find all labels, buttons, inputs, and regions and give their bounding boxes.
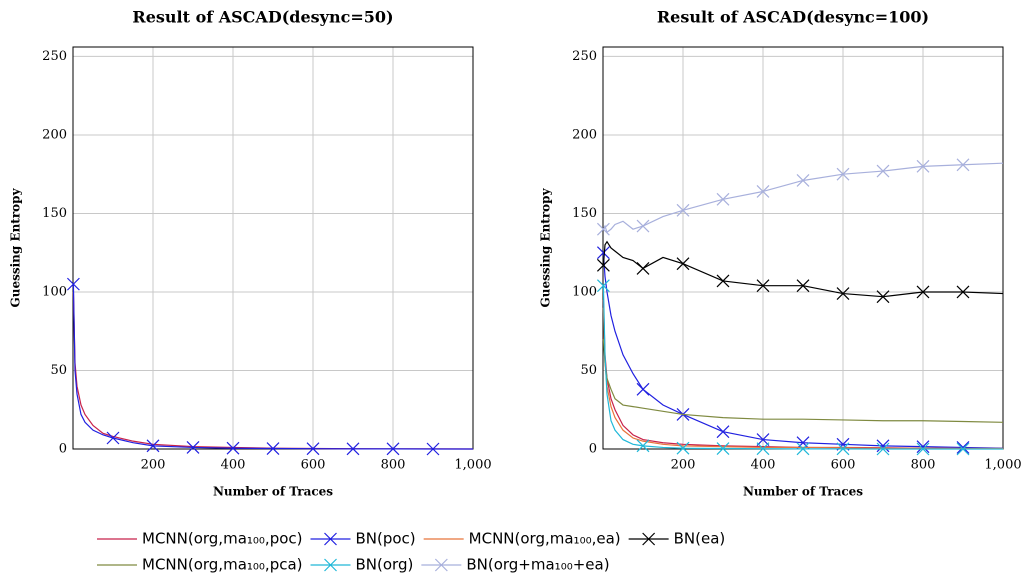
series-marker (796, 436, 810, 450)
series-line (72, 284, 473, 450)
series-marker (66, 277, 80, 291)
series-marker (596, 258, 610, 272)
series-marker (796, 174, 810, 187)
legend-label: MCNN(org,ma₁₀₀,ea) (469, 530, 621, 548)
series-line (602, 307, 1003, 450)
plot-frame (602, 46, 1004, 450)
series-marker (106, 431, 120, 445)
series-marker (676, 203, 690, 217)
y-tick-label: 50 (50, 363, 67, 378)
y-axis-label: Guessing Entropy (9, 187, 23, 307)
x-tick-label: 400 (751, 458, 776, 473)
x-tick-label: 200 (671, 458, 696, 473)
series-marker (756, 433, 770, 447)
series-marker (756, 185, 770, 198)
y-tick-label: 150 (42, 206, 67, 221)
series-marker (916, 285, 930, 299)
series-marker (596, 279, 610, 293)
series-marker (836, 442, 850, 456)
series-line (602, 339, 1004, 423)
legend-marker (324, 532, 337, 546)
series-marker (716, 274, 730, 288)
series-marker (386, 442, 400, 456)
series-marker (716, 442, 730, 455)
series-marker (956, 158, 970, 172)
x-axis-label: Number of Traces (213, 485, 333, 499)
x-tick-label: 800 (381, 458, 406, 473)
legend-marker (642, 532, 656, 546)
legend-marker (324, 558, 337, 572)
series-marker (836, 167, 850, 181)
series-marker (186, 441, 200, 454)
series-marker (876, 439, 890, 453)
series-line (602, 285, 1003, 450)
series-line (602, 252, 1004, 449)
legend-label: BN(org+ma₁₀₀+ea) (466, 556, 609, 574)
series-marker (266, 442, 280, 455)
y-tick-label: 50 (580, 363, 597, 378)
series-marker (636, 439, 650, 453)
series-marker (756, 442, 770, 456)
legend-label: BN(org) (356, 556, 414, 574)
plot-frame (72, 46, 474, 450)
y-tick-label: 100 (572, 284, 597, 299)
series-marker (636, 219, 650, 233)
series-marker (956, 285, 970, 299)
series-line (602, 299, 1004, 450)
series-marker (916, 442, 930, 456)
series-line (602, 240, 1004, 298)
series-marker (146, 439, 160, 453)
series-marker (716, 192, 730, 206)
series-marker (876, 164, 890, 178)
legend-label: BN(poc) (356, 530, 416, 548)
series-marker (596, 246, 610, 260)
series-marker (956, 442, 970, 456)
y-tick-label: 0 (589, 442, 597, 457)
y-tick-label: 0 (59, 442, 67, 457)
x-tick-label: 400 (221, 458, 246, 473)
x-tick-label: 1,000 (454, 458, 491, 473)
series-marker (956, 441, 970, 454)
series-marker (796, 279, 810, 293)
series-marker (716, 425, 730, 439)
series-line (602, 162, 1004, 234)
legend-label: BN(ea) (674, 530, 726, 548)
y-tick-label: 100 (42, 284, 67, 299)
series-marker (796, 442, 810, 456)
x-axis-label: Number of Traces (743, 485, 863, 499)
chart-title: Result of ASCAD(desync=50) (132, 8, 393, 27)
series-marker (916, 440, 930, 454)
series-marker (876, 290, 890, 304)
x-tick-label: 1,000 (984, 458, 1021, 473)
x-tick-label: 600 (831, 458, 856, 473)
y-axis-label: Guessing Entropy (539, 187, 553, 307)
series-marker (756, 279, 770, 293)
series-marker (636, 261, 650, 275)
y-tick-label: 200 (572, 127, 597, 142)
series-marker (676, 441, 690, 455)
x-tick-label: 200 (141, 458, 166, 473)
series-marker (426, 442, 440, 456)
y-tick-label: 250 (42, 49, 67, 64)
series-marker (916, 159, 930, 173)
x-tick-label: 800 (911, 458, 936, 473)
series-marker (636, 382, 650, 396)
series-marker (876, 442, 890, 456)
series-marker (676, 257, 690, 271)
y-tick-label: 250 (572, 49, 597, 64)
y-tick-label: 150 (572, 206, 597, 221)
legend-label: MCNN(org,ma₁₀₀,poc) (142, 530, 303, 548)
series-marker (346, 442, 360, 456)
series-marker (596, 222, 610, 236)
legend-marker (434, 558, 448, 572)
series-marker (836, 287, 850, 300)
chart-title: Result of ASCAD(desync=100) (657, 8, 929, 27)
series-marker (306, 442, 320, 456)
series-marker (226, 441, 240, 455)
x-tick-label: 600 (301, 458, 326, 473)
legend-label: MCNN(org,ma₁₀₀,pca) (142, 556, 303, 574)
y-tick-label: 200 (42, 127, 67, 142)
